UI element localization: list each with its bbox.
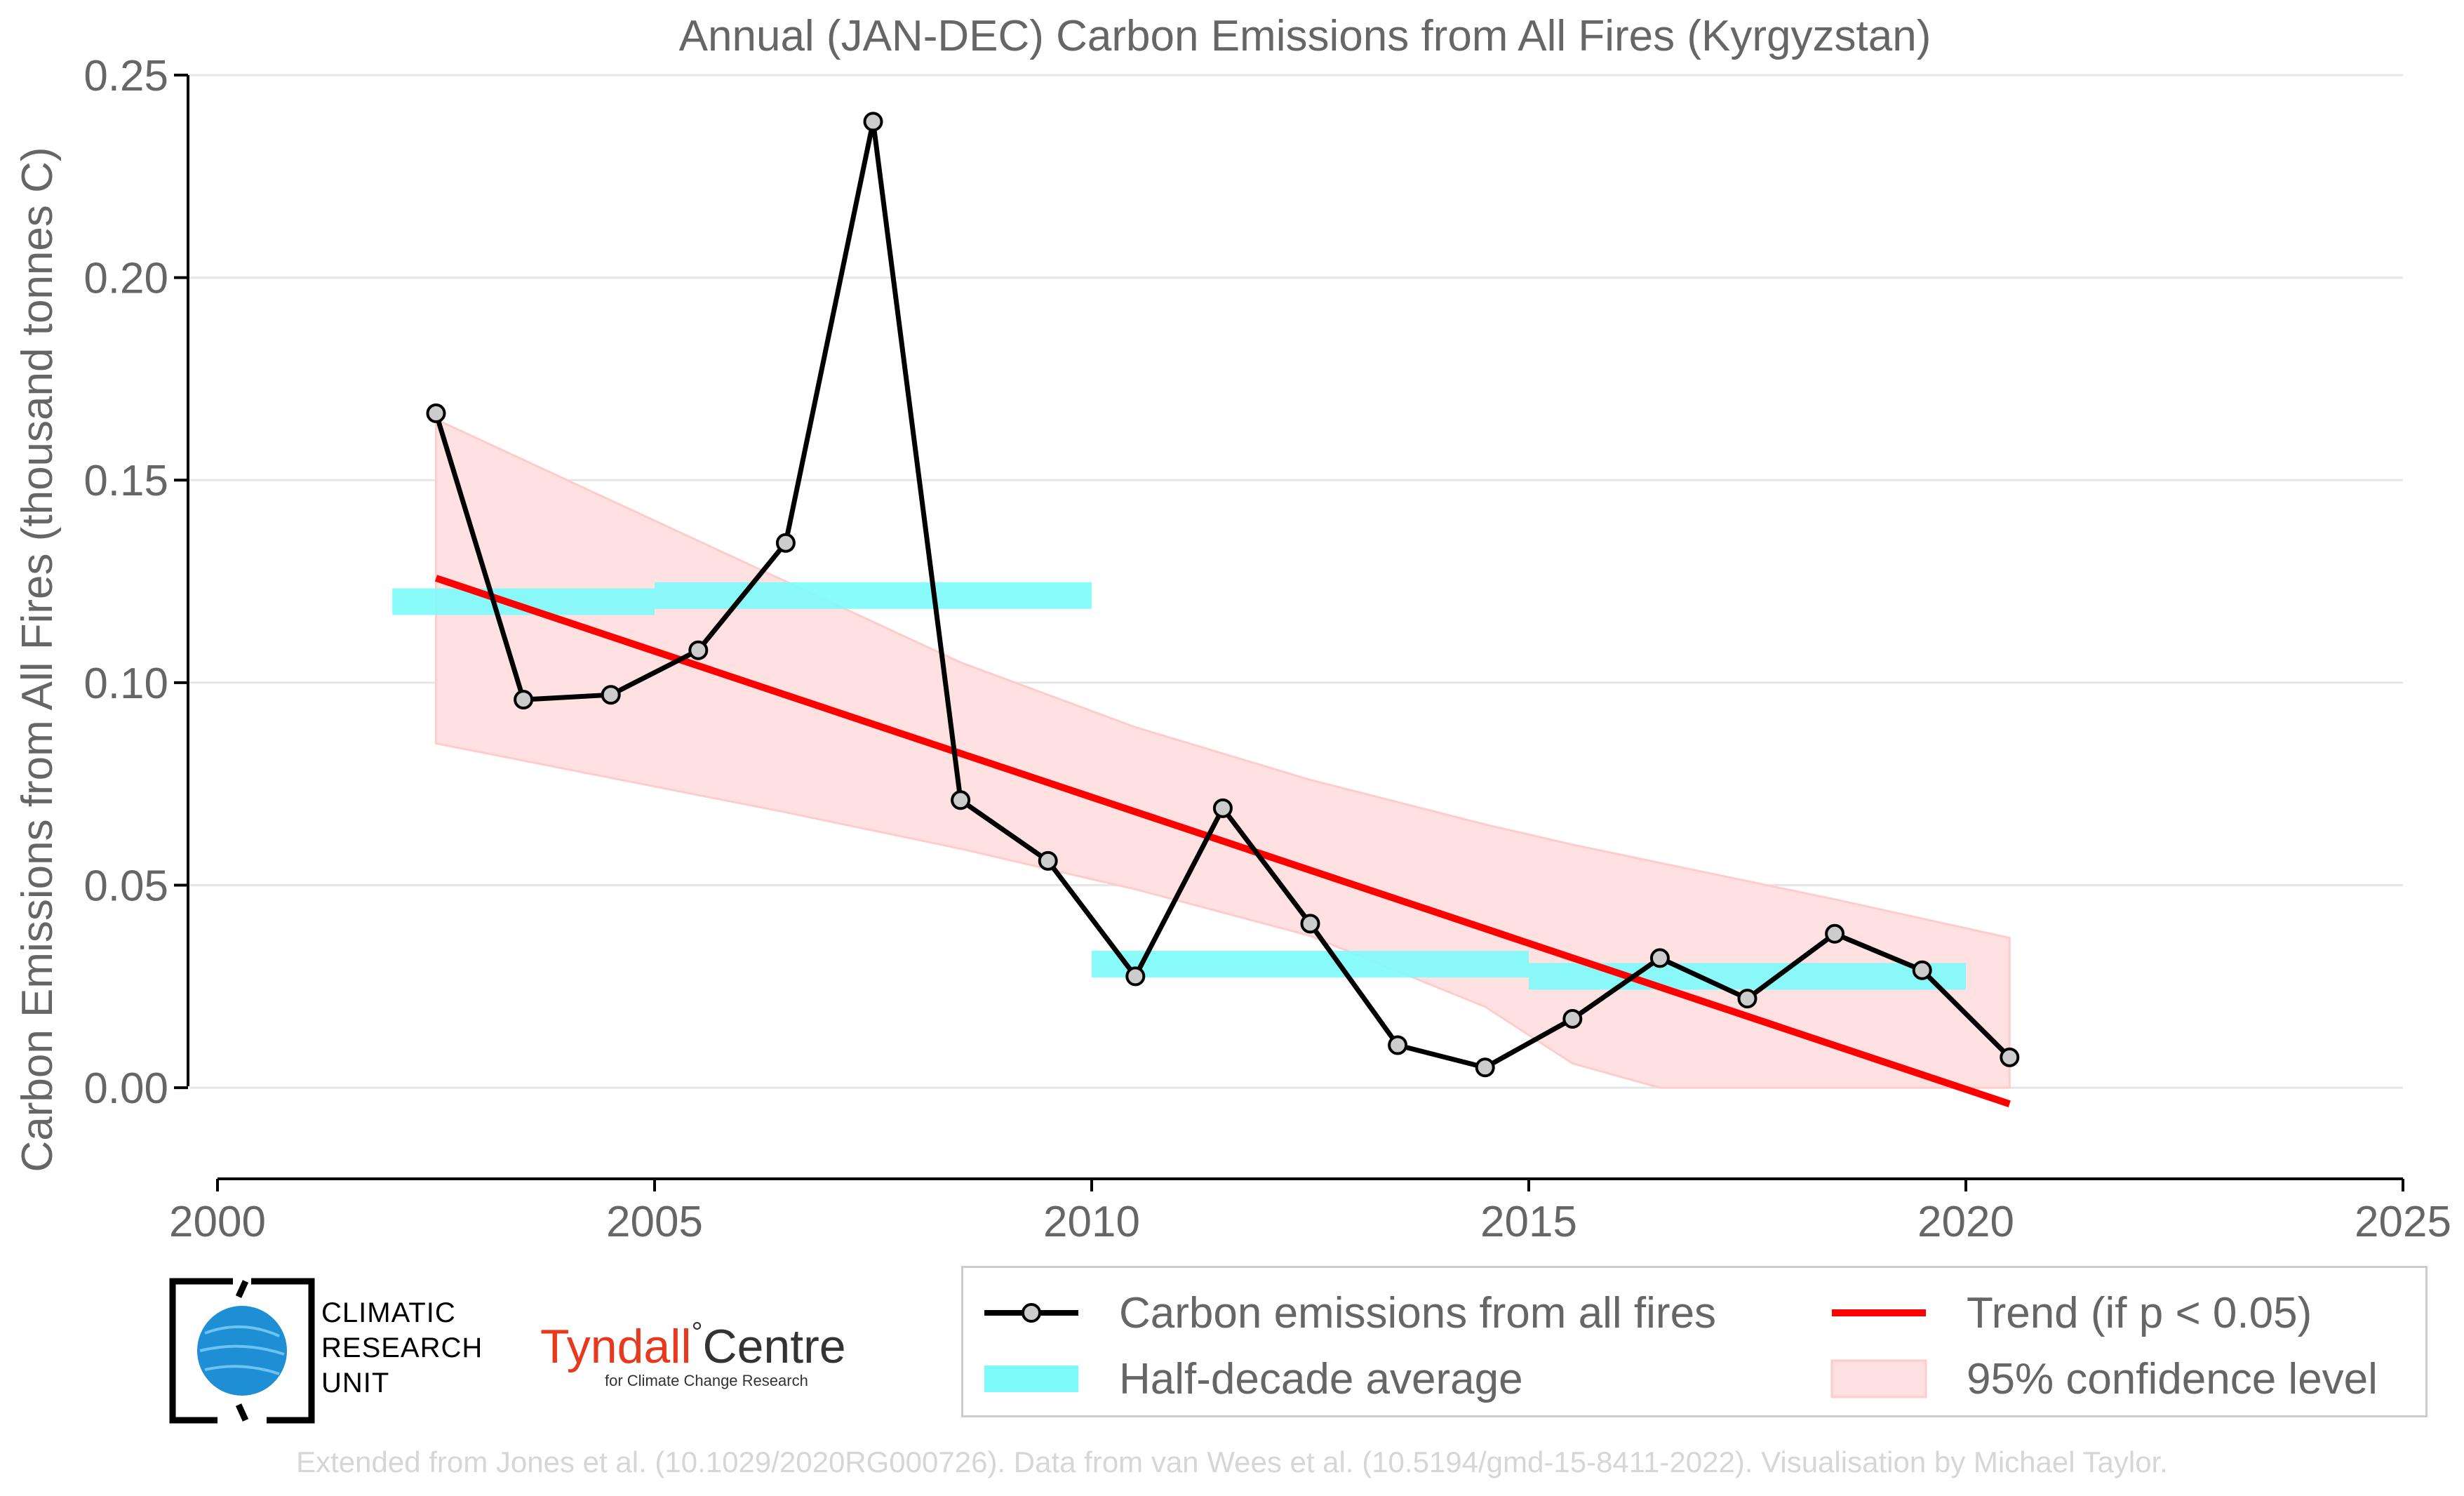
legend-label-half-decade: Half-decade average (1119, 1354, 1523, 1403)
emissions-point (688, 640, 709, 660)
half-decade-bar (1092, 951, 1529, 978)
x-tick-label: 2025 (2355, 1198, 2451, 1246)
cru-globe-icon (169, 1278, 315, 1424)
legend-item-confidence: 95% confidence level (1826, 1351, 2378, 1407)
y-tick-label: 0.20 (83, 255, 168, 303)
y-tick-label: 0.05 (83, 862, 168, 910)
x-tick-label: 2000 (169, 1198, 266, 1246)
y-tick-label: 0.10 (83, 660, 168, 708)
emissions-point (1125, 966, 1146, 987)
axes (174, 74, 2404, 1191)
emissions-point (1825, 923, 1845, 944)
tyndall-degree: ° (691, 1317, 703, 1348)
cru-line-3: UNIT (321, 1368, 390, 1398)
y-axis-label: Carbon Emissions from All Fires (thousan… (13, 147, 62, 1172)
cru-line-1: CLIMATIC (321, 1297, 456, 1328)
confidence-band (435, 418, 2011, 1089)
legend: Carbon emissions from all fires Trend (i… (961, 1266, 2428, 1417)
y-tick-label: 0.25 (83, 52, 168, 100)
emissions-point (1038, 850, 1058, 871)
emissions-point (426, 403, 446, 424)
tick-labels: 0.00 0.05 0.10 0.15 0.20 0.25 2000 2005 2010 2015… (83, 52, 2451, 1246)
emissions-point (951, 790, 971, 810)
legend-cyan-bar-icon (984, 1365, 1078, 1392)
emissions-point (1300, 914, 1320, 934)
emissions-point (1737, 989, 1757, 1009)
confidence-band-area (435, 418, 2011, 1089)
y-tick-label: 0.00 (83, 1064, 168, 1113)
emissions-series (426, 112, 2020, 1078)
emissions-point (601, 685, 621, 705)
emissions-point (1562, 1008, 1583, 1029)
trend-line-group (434, 575, 2011, 1107)
legend-red-line-icon (1832, 1309, 1926, 1316)
y-tick-label: 0.15 (83, 457, 168, 505)
legend-label-confidence: 95% confidence level (1967, 1354, 2378, 1403)
legend-label-trend: Trend (if p < 0.05) (1967, 1288, 2312, 1337)
x-tick-label: 2015 (1480, 1198, 1577, 1246)
legend-line-marker-icon (984, 1303, 1078, 1323)
legend-pink-band-icon (1830, 1359, 1927, 1398)
legend-item-half-decade: Half-decade average (979, 1351, 1523, 1407)
chart-title: Annual (JAN-DEC) Carbon Emissions from A… (679, 12, 1931, 60)
trend-line (434, 575, 2011, 1107)
emissions-point (1475, 1057, 1495, 1078)
legend-item-emissions: Carbon emissions from all fires (979, 1285, 1716, 1341)
emissions-point (863, 112, 883, 132)
half-decade-bar (655, 582, 1092, 609)
emissions-point (1212, 798, 1233, 818)
emissions-point (1912, 960, 1932, 980)
tyndall-centre: Centre (702, 1320, 846, 1373)
footer-credits: Extended from Jones et al. (10.1029/2020… (296, 1445, 2168, 1478)
emissions-point (2000, 1047, 2020, 1067)
emissions-point (775, 533, 796, 553)
x-tick-label: 2020 (1917, 1198, 2014, 1246)
x-tick-label: 2005 (606, 1198, 703, 1246)
tyndall-subtitle: for Climate Change Research (605, 1372, 808, 1389)
legend-label-emissions: Carbon emissions from all fires (1119, 1288, 1717, 1337)
emissions-point (514, 690, 534, 710)
x-tick-label: 2010 (1043, 1198, 1140, 1246)
gridlines (189, 74, 2403, 1089)
cru-line-2: RESEARCH (321, 1333, 483, 1363)
emissions-point (1649, 948, 1670, 968)
tyndall-logo: Tyndall°Centre for Climate Change Resear… (540, 1307, 849, 1391)
legend-item-trend: Trend (if p < 0.05) (1826, 1285, 2312, 1341)
cru-logo: CLIMATIC RESEARCH UNIT (168, 1277, 505, 1424)
emissions-point (1388, 1035, 1408, 1055)
tyndall-name: Tyndall (540, 1320, 692, 1373)
